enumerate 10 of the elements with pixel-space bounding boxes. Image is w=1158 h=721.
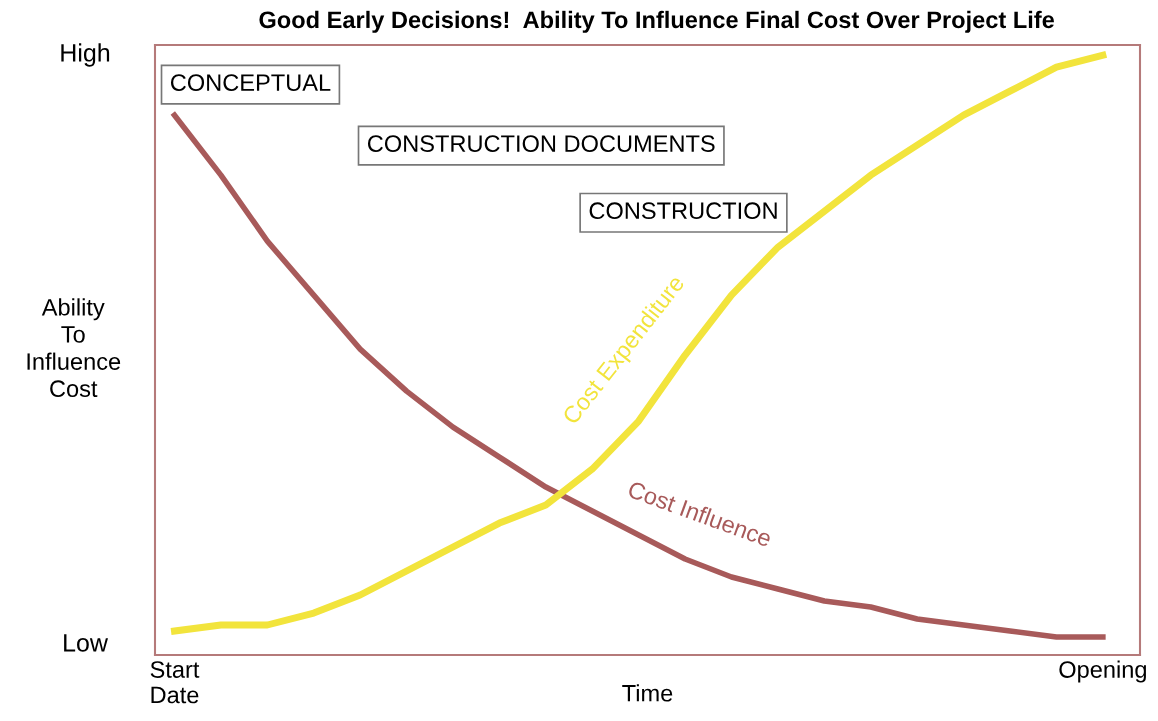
x-tick-label: Opening (1059, 660, 1146, 683)
annotation: CONSTRUCTION (589, 202, 777, 220)
annotation: CONSTRUCTION DOCUMENTS (367, 135, 715, 152)
x-tick-label: Start Date (150, 661, 200, 704)
y-axis-title: Ability To Influence Cost (27, 298, 121, 398)
x-axis-title: Time (622, 684, 673, 702)
text: Low (64, 634, 108, 652)
chart-title: Good Early Decisions! Ability To Influence Final Cost Over Project Life (259, 10, 1054, 33)
text: High (61, 43, 110, 67)
annotation: CONCEPTUAL (170, 74, 331, 91)
